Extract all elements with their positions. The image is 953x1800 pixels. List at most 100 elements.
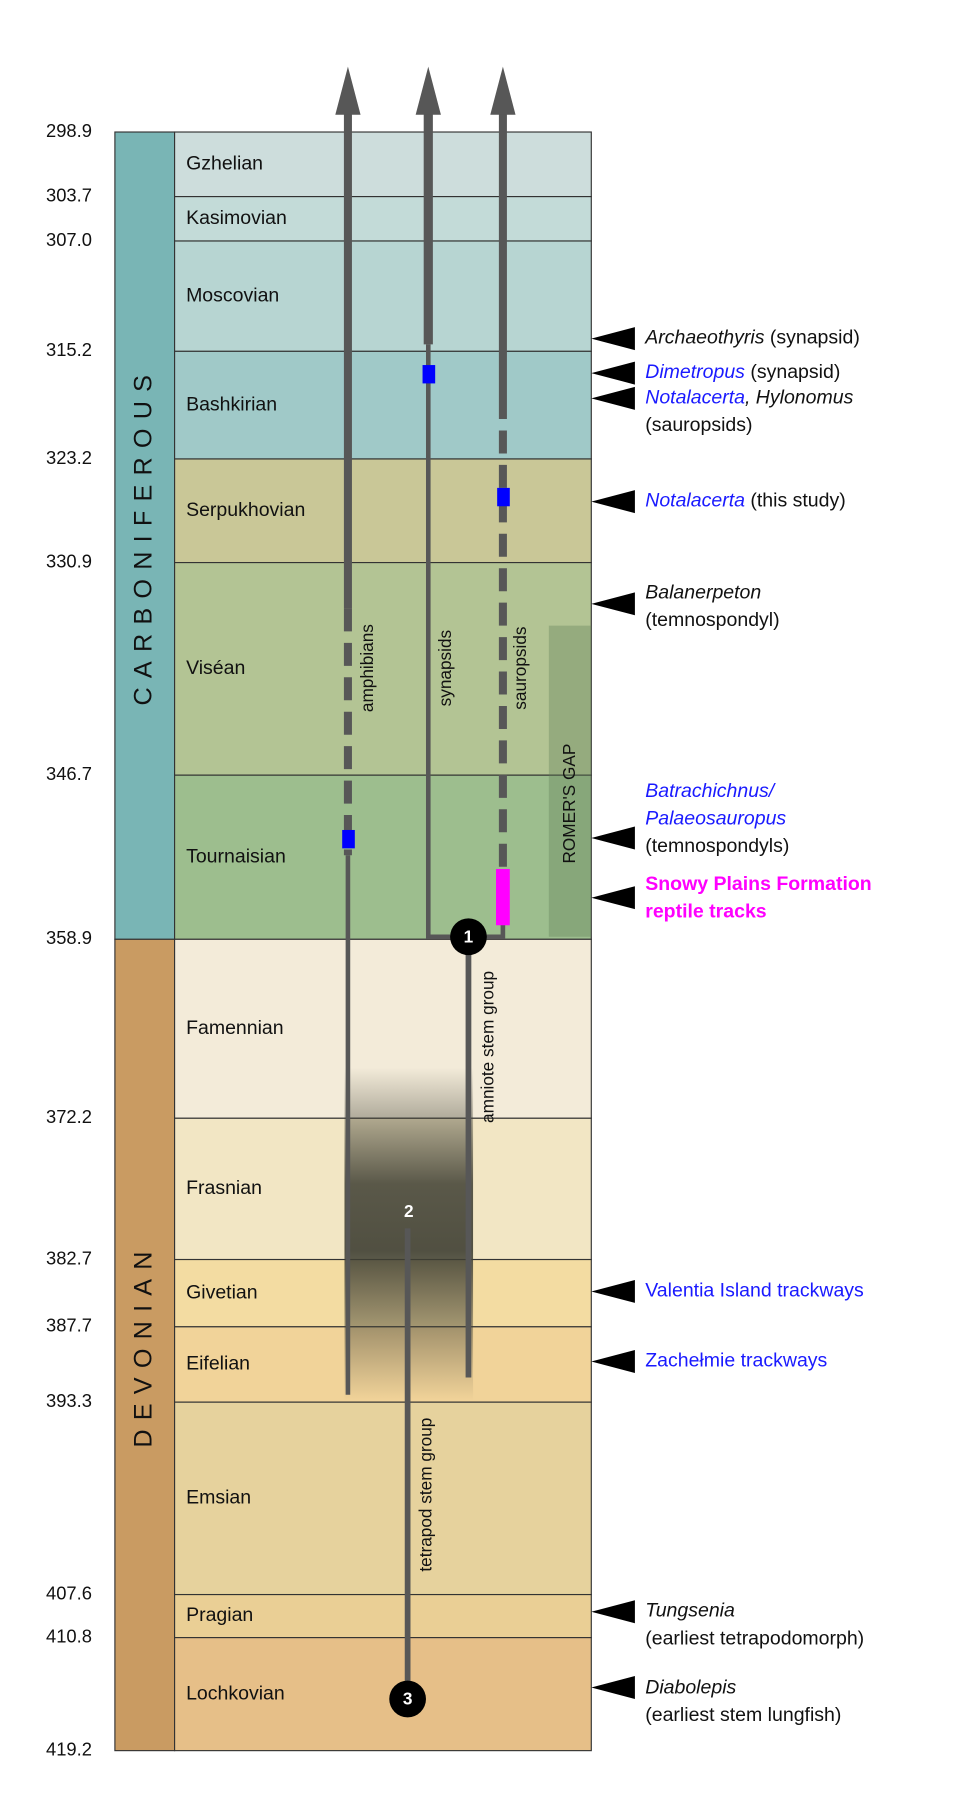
annotation: Palaeosauropus	[645, 808, 786, 830]
annotation-part: (temnospondyls)	[645, 835, 789, 857]
annotation-part: Notalacerta	[645, 490, 745, 512]
annotation: Snowy Plains Formation	[645, 873, 871, 895]
annotation-part: reptile tracks	[645, 901, 767, 923]
annotation-part: , Hylonomus	[745, 386, 854, 408]
pointer	[591, 1600, 635, 1624]
stage-label: Givetian	[186, 1281, 258, 1303]
stage-label: Eifelian	[186, 1353, 250, 1375]
annotation-part: Snowy Plains Formation	[645, 873, 871, 895]
annotation-part: Palaeosauropus	[645, 808, 786, 830]
lineage-label: synapsids	[435, 630, 455, 707]
pointer	[591, 826, 635, 850]
pointer	[591, 886, 635, 910]
age-label: 323.2	[46, 447, 92, 468]
annotation-part: Dimetropus	[645, 361, 745, 383]
romers-gap	[548, 625, 592, 937]
node-label: 1	[464, 926, 474, 946]
track-occurrence	[496, 869, 510, 926]
lineage-label: sauropsids	[510, 627, 530, 710]
age-label: 298.9	[46, 120, 92, 141]
age-label: 307.0	[46, 229, 92, 250]
stage-label: Bashkirian	[186, 393, 277, 415]
annotation: (temnospondyl)	[645, 609, 779, 631]
pointer	[591, 1676, 635, 1699]
stage-box	[174, 196, 592, 242]
annotation: Dimetropus (synapsid)	[645, 361, 840, 383]
occurrence	[342, 829, 355, 849]
age-label: 372.2	[46, 1106, 92, 1127]
stage-label: Famennian	[186, 1017, 284, 1039]
age-label: 358.9	[46, 927, 92, 948]
age-label: 419.2	[46, 1738, 92, 1759]
period-box	[114, 131, 176, 940]
age-label: 346.7	[46, 763, 92, 784]
period-label: DEVONIAN	[129, 1242, 157, 1447]
lineage-label: amphibians	[357, 624, 377, 712]
annotation: Notalacerta, Hylonomus	[645, 386, 853, 408]
stage-label: Emsian	[186, 1487, 251, 1509]
annotation: (sauropsids)	[645, 414, 752, 436]
age-label: 393.3	[46, 1390, 92, 1411]
stage-label: Frasnian	[186, 1177, 262, 1199]
annotation-part: (synapsid)	[745, 361, 840, 383]
age-label: 315.2	[46, 339, 92, 360]
annotation-part: (this study)	[745, 490, 846, 512]
node	[450, 918, 487, 956]
annotation: Diabolepis	[645, 1677, 736, 1699]
node	[389, 1680, 426, 1718]
annotation-part: (sauropsids)	[645, 414, 752, 436]
annotation: (temnospondyls)	[645, 835, 789, 857]
arrow	[490, 66, 516, 115]
pointer	[591, 490, 635, 514]
age-label: 407.6	[46, 1582, 92, 1603]
annotation-part: (temnospondyl)	[645, 609, 779, 631]
lineage-label: tetrapod stem group	[416, 1418, 436, 1572]
annotation: reptile tracks	[645, 901, 767, 923]
stage-box	[174, 774, 592, 940]
occurrence	[422, 365, 436, 384]
stage-label: Serpukhovian	[186, 499, 305, 521]
arrow	[415, 66, 441, 115]
annotation-part: Batrachichnus/	[645, 780, 777, 802]
annotation: (earliest stem lungfish)	[645, 1704, 841, 1726]
arrow	[335, 66, 361, 115]
occurrence	[497, 487, 510, 507]
age-label: 382.7	[46, 1247, 92, 1268]
stage-box	[174, 350, 592, 460]
stage-label: Viséan	[186, 657, 245, 679]
annotation-part: (earliest tetrapodomorph)	[645, 1627, 864, 1649]
annotation: Zachełmie trackways	[645, 1350, 827, 1372]
age-label: 387.7	[46, 1315, 92, 1336]
pointer	[591, 386, 635, 410]
annotation-part: Archaeothyris	[644, 327, 764, 349]
annotation: Batrachichnus/	[645, 780, 777, 802]
pointer	[591, 1279, 635, 1303]
stage-box	[174, 240, 592, 352]
lineages: ROMER'S GAP amphibians synapsids saurops…	[335, 66, 592, 1718]
age-label: 303.7	[46, 184, 92, 205]
pointer	[591, 592, 635, 616]
stage-label: Kasimovian	[186, 207, 287, 229]
annotation-part: (synapsid)	[764, 327, 859, 349]
stage-label: Moscovian	[186, 284, 279, 306]
columns: CARBONIFEROUS Gzhelian Kasimovian Moscovian…	[46, 120, 592, 1759]
annotation: Tungsenia	[645, 1600, 735, 1622]
stage-box	[174, 131, 592, 198]
annotation-part: Zachełmie trackways	[645, 1350, 827, 1372]
stage-label: Tournaisian	[186, 845, 286, 867]
annotation-part: (earliest stem lungfish)	[645, 1704, 841, 1726]
stage-label: Lochkovian	[186, 1682, 285, 1704]
annotation: Balanerpeton	[645, 582, 761, 604]
period-label: CARBONIFEROUS	[129, 366, 157, 706]
age-label: 330.9	[46, 550, 92, 571]
annotation-part: Notalacerta	[645, 386, 745, 408]
pointer	[591, 361, 635, 385]
pointer	[591, 327, 635, 351]
annotations: Archaeothyris (synapsid)Dimetropus (syna…	[591, 327, 872, 1726]
stage-box	[174, 1401, 592, 1596]
annotation: Valentia Island trackways	[645, 1280, 864, 1302]
stage-box	[174, 1637, 592, 1752]
node-label: 3	[403, 1689, 413, 1709]
annotation: (earliest tetrapodomorph)	[645, 1627, 864, 1649]
